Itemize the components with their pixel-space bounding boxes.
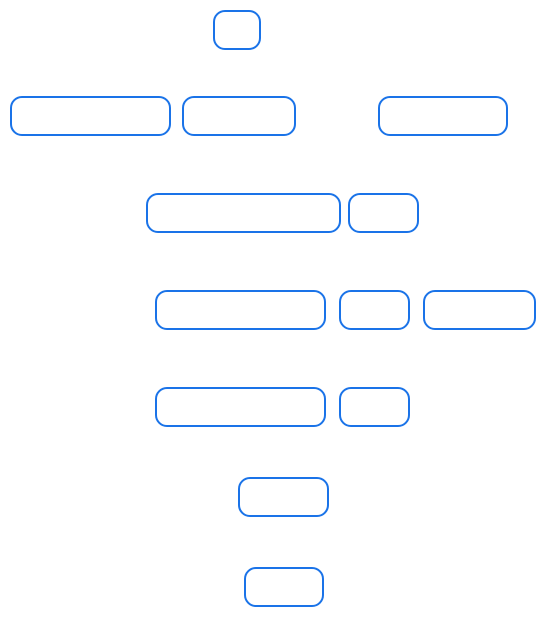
diagram-node (213, 10, 261, 50)
diagram-node (423, 290, 536, 330)
diagram-node (339, 290, 410, 330)
diagram-node (244, 567, 324, 607)
diagram-node (155, 387, 326, 427)
diagram-node (182, 96, 296, 136)
diagram-node (155, 290, 326, 330)
diagram-node (378, 96, 508, 136)
diagram-node (238, 477, 329, 517)
diagram-node (146, 193, 341, 233)
diagram-node (10, 96, 171, 136)
diagram-node (339, 387, 410, 427)
diagram-canvas (0, 0, 550, 635)
diagram-node (348, 193, 419, 233)
